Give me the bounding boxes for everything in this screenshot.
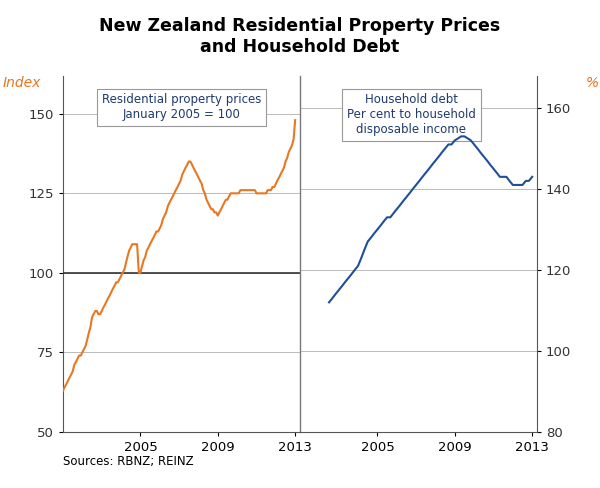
Text: %: %: [586, 76, 599, 90]
Text: New Zealand Residential Property Prices
and Household Debt: New Zealand Residential Property Prices …: [100, 17, 500, 56]
Text: Residential property prices
January 2005 = 100: Residential property prices January 2005…: [102, 94, 261, 122]
Text: Sources: RBNZ; REINZ: Sources: RBNZ; REINZ: [63, 455, 194, 468]
Text: Index: Index: [3, 76, 41, 90]
Text: Household debt
Per cent to household
disposable income: Household debt Per cent to household dis…: [347, 94, 476, 137]
